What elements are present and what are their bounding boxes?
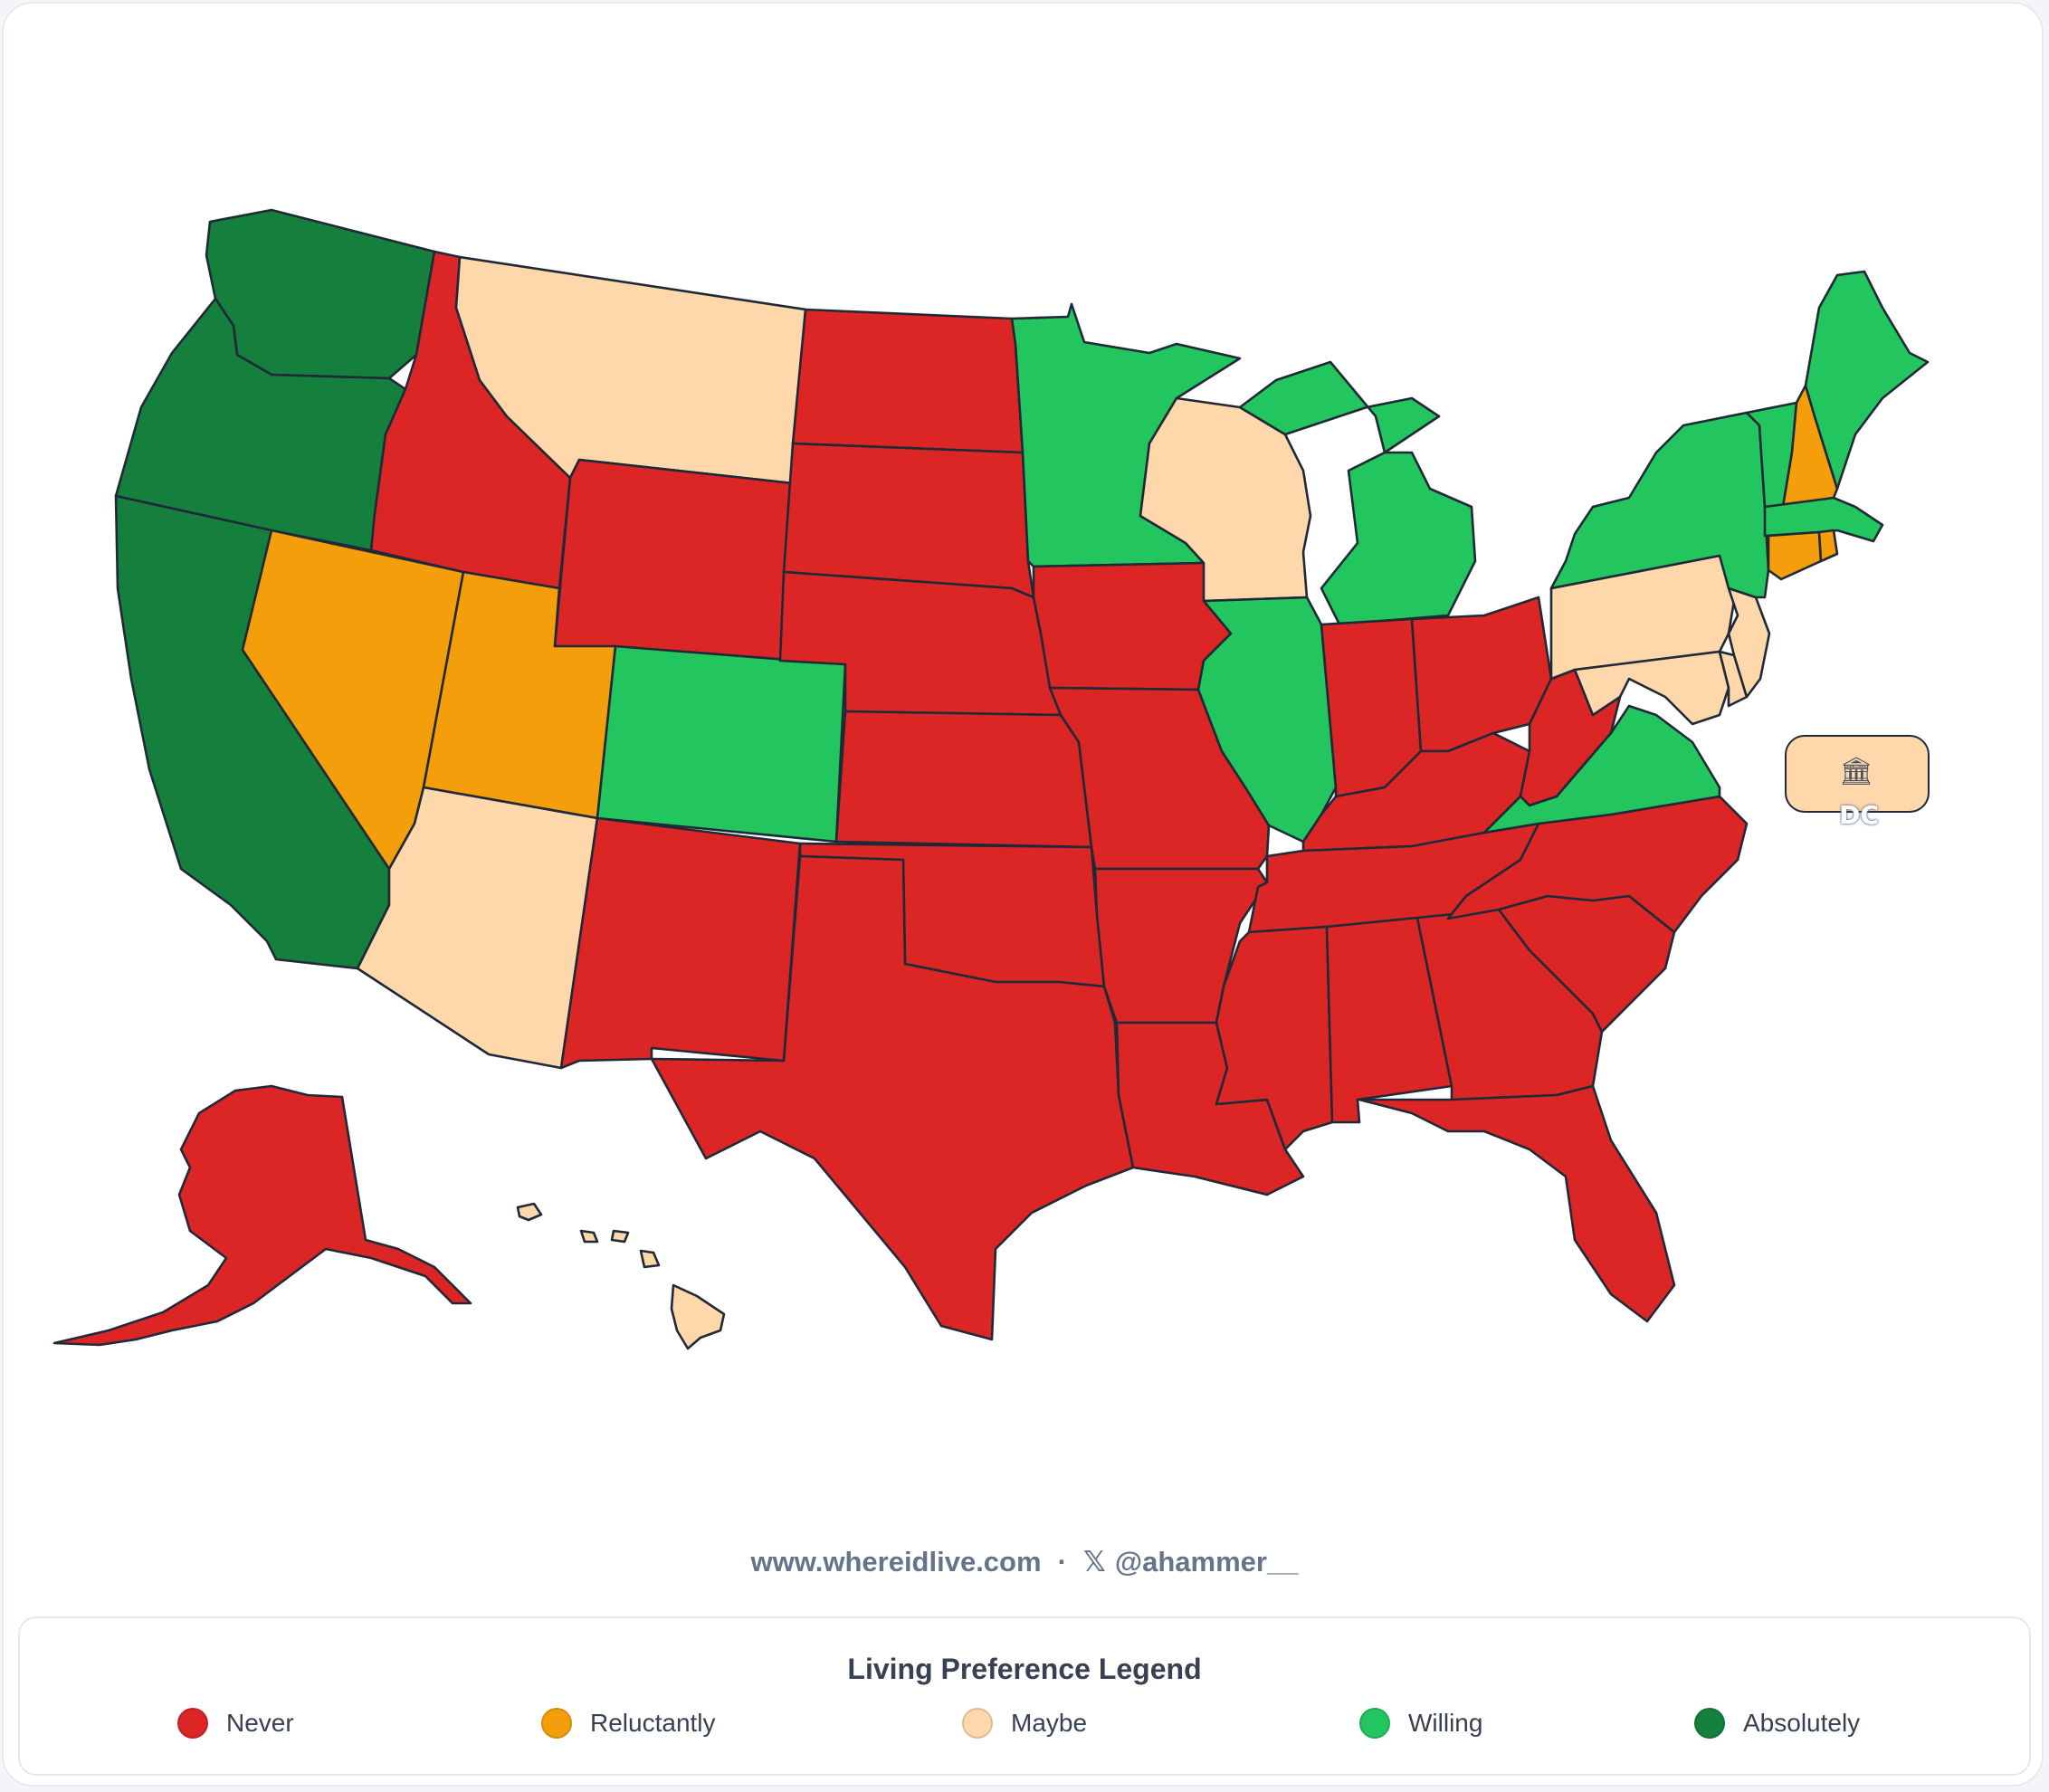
state-de[interactable] [1718,650,1749,708]
dc-marker[interactable] [1785,735,1930,813]
state-co[interactable] [596,644,847,844]
dc-label: DC [1839,800,1879,830]
legend-swatch [541,1708,572,1739]
legend-label: Maybe [1011,1709,1088,1737]
state-wa[interactable] [205,208,436,380]
legend-label: Absolutely [1743,1709,1861,1737]
state-ny[interactable] [1549,411,1770,599]
capitol-icon: 🏛 [1839,756,1874,787]
legend-swatch [962,1708,993,1739]
state-nm[interactable] [559,816,802,1070]
state-nj[interactable] [1727,586,1771,699]
state-ri[interactable] [1817,529,1839,563]
state-va[interactable] [1482,704,1721,834]
state-ak[interactable] [52,1084,472,1347]
legend-swatch [1694,1708,1725,1739]
legend-swatch [177,1708,208,1739]
legend-label: Reluctantly [590,1709,716,1737]
state-tx[interactable] [650,854,1135,1341]
state-hi[interactable] [516,1202,726,1350]
state-mi[interactable] [1238,360,1477,626]
website-link[interactable]: www.whereidlive.com [750,1546,1042,1578]
state-me[interactable] [1804,270,1930,491]
legend-item-willing: Willing [1359,1707,1482,1740]
x-logo-icon: 𝕏 [1082,1546,1106,1578]
legend-item-maybe: Maybe [962,1707,1087,1740]
legend-swatch [1359,1708,1390,1739]
state-ct[interactable] [1767,530,1823,581]
credits: www.whereidlive.com · 𝕏 @ahammer__ [0,1546,2049,1578]
state-ks[interactable] [834,710,1093,849]
legend-panel [18,1616,2031,1776]
state-fl[interactable] [1358,1084,1676,1323]
legend-item-never: Never [177,1707,294,1740]
legend-title: Living Preference Legend [847,1653,1202,1685]
legend-item-absolutely: Absolutely [1694,1707,1860,1740]
legend-label: Willing [1408,1709,1483,1737]
legend-label: Never [226,1709,294,1737]
separator: · [1057,1546,1067,1578]
x-handle-link[interactable]: @ahammer__ [1114,1546,1299,1578]
legend-item-reluctantly: Reluctantly [541,1707,716,1740]
state-nd[interactable] [791,308,1024,454]
